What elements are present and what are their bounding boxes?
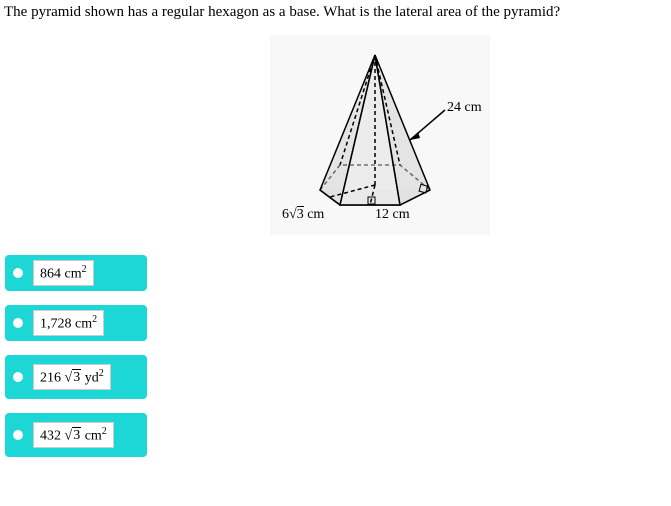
pyramid-svg [270, 35, 490, 235]
radio-icon [13, 318, 23, 328]
slant-height-label: 24 cm [447, 100, 482, 116]
answer-text-4: 432 √3 cm2 [33, 422, 114, 449]
answer-option-1[interactable]: 864 cm2 [5, 255, 147, 291]
radio-icon [13, 430, 23, 440]
answers-container: 864 cm2 1,728 cm2 216 √3 yd2 432 √3 cm2 [5, 255, 147, 471]
answer-text-3: 216 √3 yd2 [33, 364, 111, 391]
answer-option-4[interactable]: 432 √3 cm2 [5, 413, 147, 457]
pyramid-figure: 24 cm 6√3 cm 12 cm [270, 35, 490, 235]
answer-option-2[interactable]: 1,728 cm2 [5, 305, 147, 341]
radio-icon [13, 268, 23, 278]
question-text: The pyramid shown has a regular hexagon … [4, 4, 560, 21]
base-side-label: 12 cm [375, 207, 410, 223]
apothem-label: 6√3 cm [282, 207, 324, 223]
answer-text-1: 864 cm2 [33, 260, 94, 287]
answer-option-3[interactable]: 216 √3 yd2 [5, 355, 147, 399]
radio-icon [13, 372, 23, 382]
answer-text-2: 1,728 cm2 [33, 310, 104, 337]
